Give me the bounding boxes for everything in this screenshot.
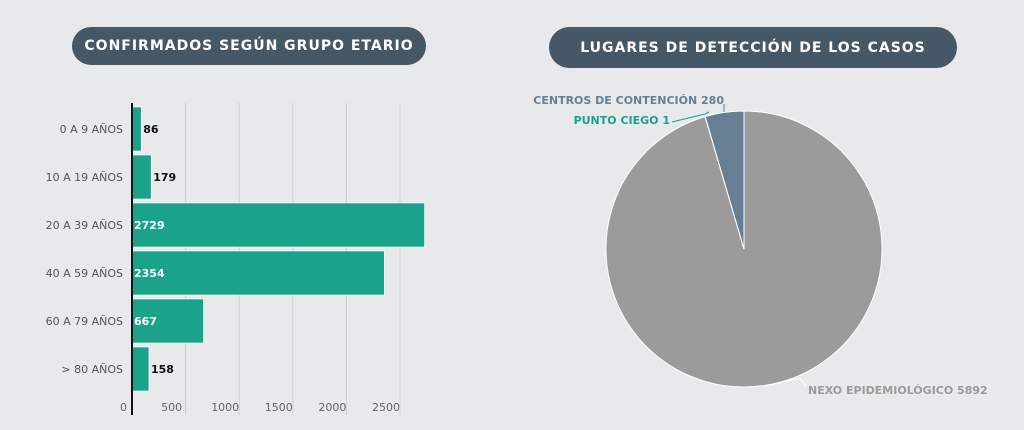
pie-slice: [704, 110, 745, 250]
data-label: 86: [143, 123, 159, 136]
pie-label-centros: CENTROS DE CONTENCIÓN 280: [533, 94, 724, 107]
pie-label-punto-ciego: PUNTO CIEGO 1: [574, 114, 670, 127]
pie-label-nexo: NEXO EPIDEMIOLÓGICO 5892: [808, 384, 988, 397]
bar: [131, 346, 150, 392]
x-tick-label: 2000: [318, 401, 346, 414]
data-label: 2729: [134, 219, 165, 232]
x-tick-label: 1500: [265, 401, 293, 414]
x-tick-label: 0: [120, 401, 127, 414]
bar: [131, 298, 204, 344]
bar: [131, 106, 142, 152]
pie-chart-title: LUGARES DE DETECCIÓN DE LOS CASOS: [549, 27, 957, 68]
x-tick-label: 1000: [211, 401, 239, 414]
category-label: 0 A 9 AÑOS: [60, 123, 123, 136]
category-label: 20 A 39 AÑOS: [46, 219, 123, 232]
bar-chart-title: CONFIRMADOS SEGÚN GRUPO ETARIO: [72, 27, 426, 65]
leader-line: [671, 111, 710, 123]
category-label: > 80 AÑOS: [61, 363, 123, 376]
leader-line: [765, 377, 807, 387]
category-label: 60 A 79 AÑOS: [46, 315, 123, 328]
data-label: 2354: [134, 267, 165, 280]
x-tick-label: 2500: [372, 401, 400, 414]
category-label: 10 A 19 AÑOS: [46, 171, 123, 184]
data-label: 667: [134, 315, 157, 328]
bar: [131, 154, 152, 200]
category-label: 40 A 59 AÑOS: [46, 267, 123, 280]
x-tick-label: 500: [161, 401, 182, 414]
data-label: 179: [153, 171, 176, 184]
data-label: 158: [151, 363, 174, 376]
bar: [131, 250, 385, 296]
pie-slice: [605, 110, 883, 388]
bar: [131, 202, 425, 248]
